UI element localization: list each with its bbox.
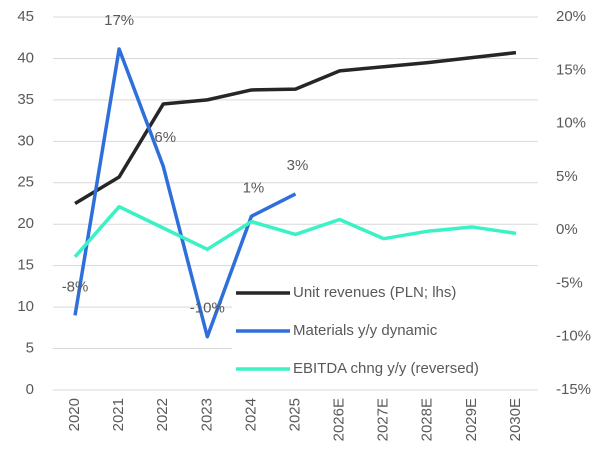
series-line bbox=[74, 50, 517, 205]
x-tick-label: 2026E bbox=[331, 398, 348, 441]
y2-tick-label: -5% bbox=[556, 274, 583, 291]
y-tick-label: 25 bbox=[17, 174, 34, 191]
y-tick-label: 35 bbox=[17, 91, 34, 108]
y2-tick-label: -10% bbox=[556, 328, 591, 345]
x-tick-label: 2029E bbox=[463, 398, 480, 441]
y2-tick-label: 20% bbox=[556, 8, 586, 25]
x-tick-label: 2021 bbox=[110, 398, 127, 431]
data-label: 3% bbox=[287, 157, 309, 174]
series-line bbox=[73, 47, 297, 339]
y-tick-label: 5 bbox=[26, 340, 34, 357]
y-tick-label: 30 bbox=[17, 132, 34, 149]
y-tick-label: 20 bbox=[17, 215, 34, 232]
data-label: -10% bbox=[190, 300, 225, 317]
y2-tick-label: 5% bbox=[556, 168, 578, 185]
y-tick-label: 15 bbox=[17, 257, 34, 274]
data-label: 6% bbox=[154, 129, 176, 146]
x-tick-label: 2024 bbox=[242, 398, 259, 431]
x-tick-label: 2028E bbox=[419, 398, 436, 441]
y2-tick-label: 15% bbox=[556, 61, 586, 78]
legend-label: Materials y/y dynamic bbox=[293, 322, 438, 339]
data-label: -8% bbox=[62, 278, 89, 295]
legend-label: Unit revenues (PLN; lhs) bbox=[293, 284, 456, 301]
x-tick-label: 2025 bbox=[286, 398, 303, 431]
data-label: 1% bbox=[243, 179, 265, 196]
y-tick-label: 0 bbox=[26, 381, 34, 398]
x-tick-label: 2022 bbox=[154, 398, 171, 431]
y-tick-label: 45 bbox=[17, 8, 34, 25]
y2-tick-label: 0% bbox=[556, 221, 578, 238]
y2-tick-label: -15% bbox=[556, 381, 591, 398]
series-line bbox=[73, 204, 517, 258]
x-tick-label: 2020 bbox=[66, 398, 83, 431]
x-tick-label: 2030E bbox=[507, 398, 524, 441]
x-tick-label: 2027E bbox=[375, 398, 392, 441]
y-tick-label: 10 bbox=[17, 298, 34, 315]
y2-tick-label: 10% bbox=[556, 115, 586, 132]
x-tick-label: 2023 bbox=[198, 398, 215, 431]
data-label: 17% bbox=[104, 12, 134, 29]
legend-label: EBITDA chng y/y (reversed) bbox=[293, 360, 479, 377]
y-tick-label: 40 bbox=[17, 49, 34, 66]
